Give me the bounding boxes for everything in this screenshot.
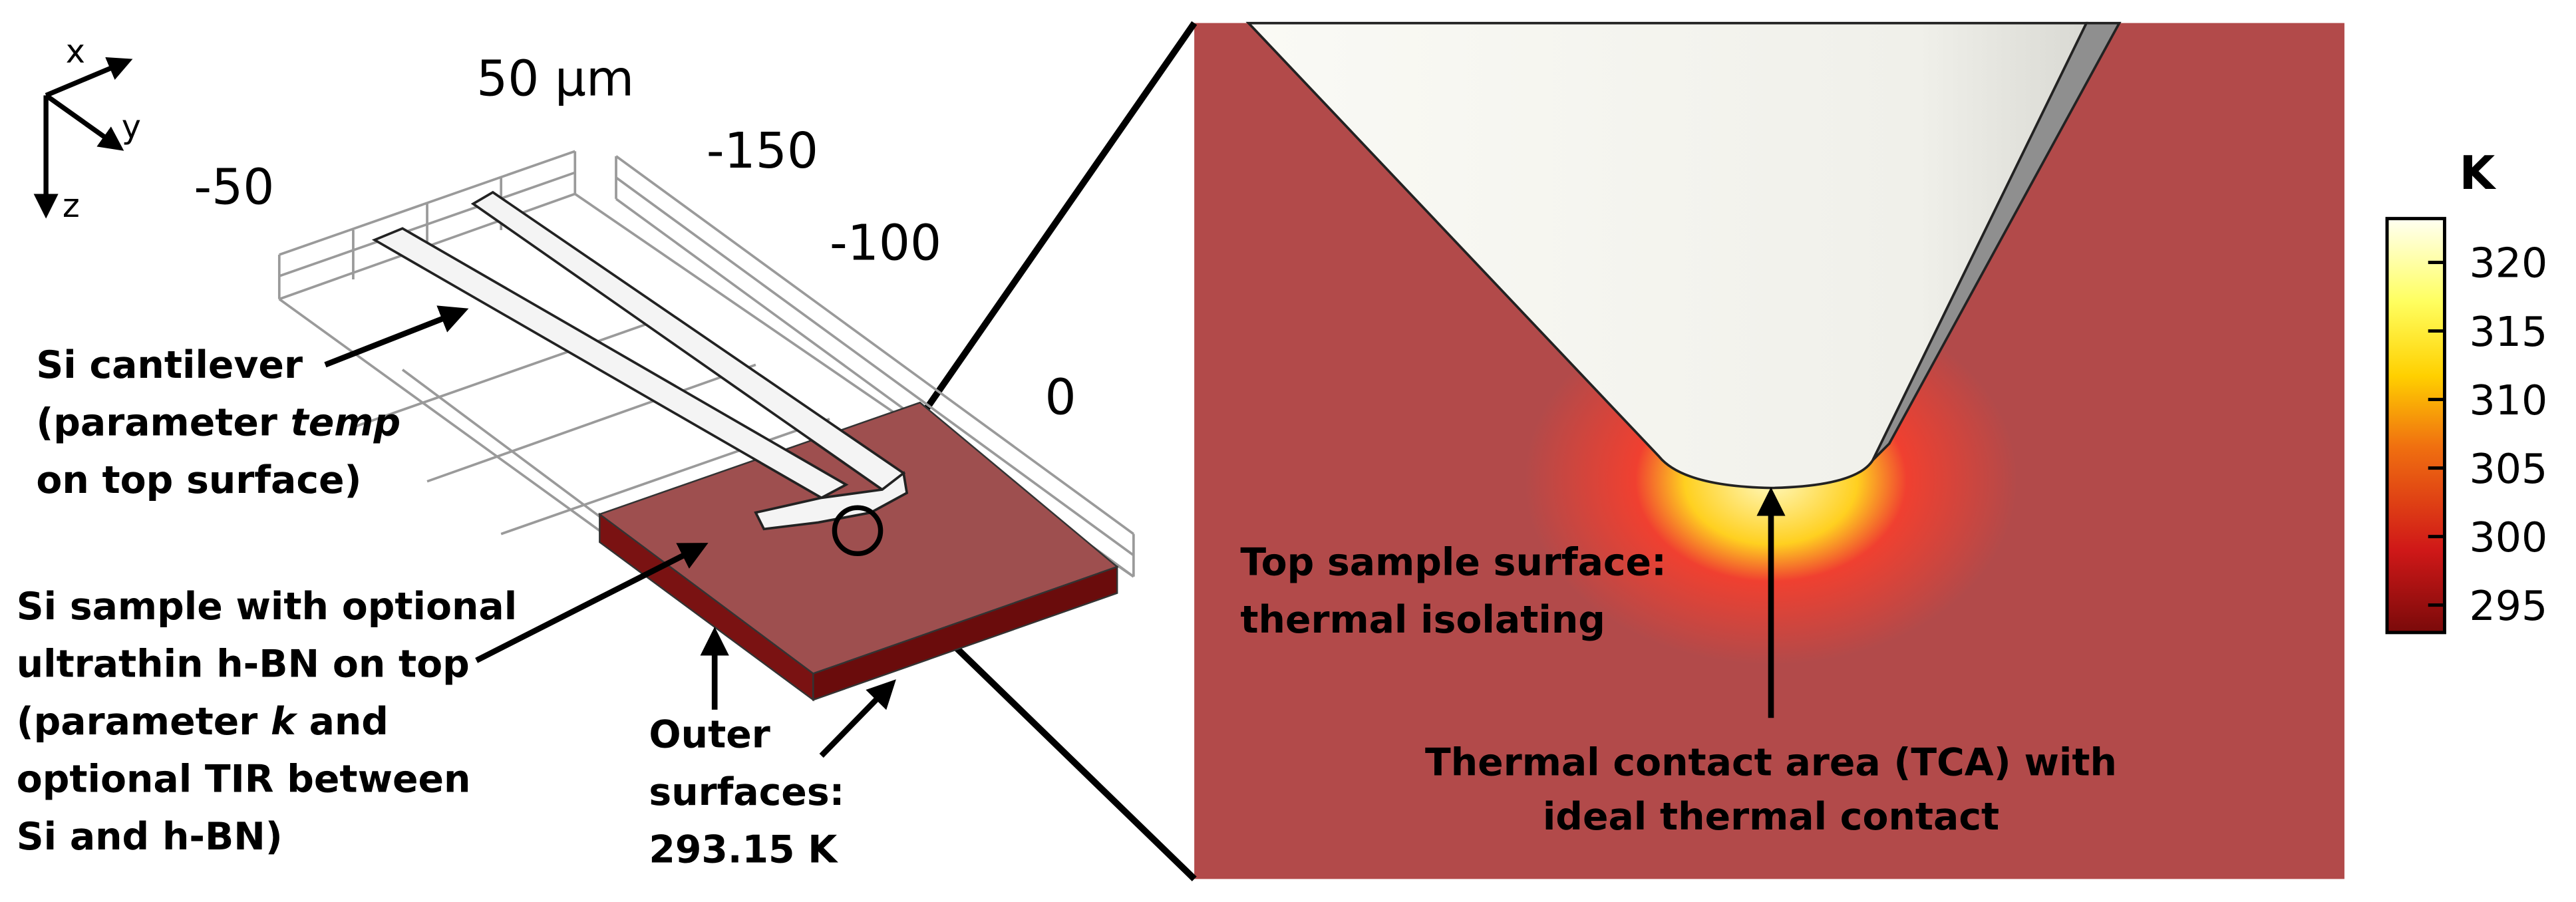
annotation-text: (parameter xyxy=(36,401,290,445)
annotation-line: on top surface) xyxy=(36,458,361,502)
annotation-text: Outer xyxy=(649,713,770,757)
cantilever-end xyxy=(754,470,909,531)
zoom-circle xyxy=(832,505,884,557)
annotation-text: (parameter xyxy=(17,700,271,744)
annotation-line: ideal thermal contact xyxy=(1543,795,1999,839)
annotation-line: Top sample surface: xyxy=(1240,540,1666,584)
arrow xyxy=(324,305,469,368)
colorbar-tick-label: 305 xyxy=(2469,445,2547,493)
annotation-text: 293.15 K xyxy=(649,828,838,872)
annotation-text: Si cantilever xyxy=(36,343,303,387)
cantilever-arm xyxy=(371,227,849,500)
axes-icon xyxy=(33,57,133,219)
arrow xyxy=(475,543,709,663)
colorbar-tick-label: 310 xyxy=(2469,376,2547,424)
annotation-line: Outer xyxy=(649,713,770,757)
arrow xyxy=(819,679,896,758)
annotation-line: ultrathin h-BN on top xyxy=(17,643,470,686)
annotation-line: optional TIR between xyxy=(17,757,471,801)
annotation-text: on top surface) xyxy=(36,458,361,502)
annotation-text: surfaces: xyxy=(649,770,844,814)
sample-side xyxy=(812,565,1118,701)
colorbar-tick-label: 320 xyxy=(2469,239,2547,287)
scale-label: -150 xyxy=(707,122,818,180)
annotation-line: Si sample with optional xyxy=(17,585,518,629)
annotation-line: (parameter k and xyxy=(17,700,389,744)
model-3d xyxy=(277,150,1135,702)
axis-arrow xyxy=(45,57,133,98)
annotation-text: temp xyxy=(291,401,401,445)
annotation-text: ultrathin h-BN on top xyxy=(17,643,470,686)
annotation-text: and xyxy=(296,700,389,744)
colorbar xyxy=(2385,217,2446,635)
colorbar-tick-label: 295 xyxy=(2469,582,2547,630)
annotation-text: optional TIR between xyxy=(17,757,471,801)
scale-label: -100 xyxy=(830,214,941,271)
pointer-arrows xyxy=(324,305,1786,758)
annotation-text: Si and h-BN) xyxy=(17,815,283,859)
scale-label: 50 µm xyxy=(476,50,634,107)
colorbar-unit: K xyxy=(2460,147,2497,200)
annotation-line: (parameter temp xyxy=(36,401,401,445)
annotation-text: Top sample surface: xyxy=(1240,540,1666,584)
grid xyxy=(278,193,1134,683)
annotation-line: Thermal contact area (TCA) with xyxy=(1425,741,2117,785)
annotation-text: thermal isolating xyxy=(1240,598,1605,642)
colorbar-tick-label: 315 xyxy=(2469,308,2547,356)
annotation-line: 293.15 K xyxy=(649,828,838,872)
scale-label: -50 xyxy=(194,158,274,216)
annotation-text: Thermal contact area (TCA) with xyxy=(1425,741,2117,785)
tip-facet xyxy=(1871,21,2122,461)
axis-label: z xyxy=(63,186,80,225)
annotation-line: Si and h-BN) xyxy=(17,815,283,859)
annotation-line: surfaces: xyxy=(649,770,844,814)
annotation-line: Si cantilever xyxy=(36,343,303,387)
annotation-text: Si sample with optional xyxy=(17,585,518,629)
scale-label: 0 xyxy=(1045,369,1076,426)
axis-arrow xyxy=(44,93,124,151)
annotation-text: ideal thermal contact xyxy=(1543,795,1999,839)
annotation-line: thermal isolating xyxy=(1240,598,1605,642)
axis-label: x xyxy=(66,32,85,71)
annotation-text: k xyxy=(271,700,298,744)
zoom-panel xyxy=(1194,21,2344,879)
axis-label: y xyxy=(122,108,141,146)
grid xyxy=(615,155,1135,578)
colorbar-tick-label: 300 xyxy=(2469,514,2547,561)
